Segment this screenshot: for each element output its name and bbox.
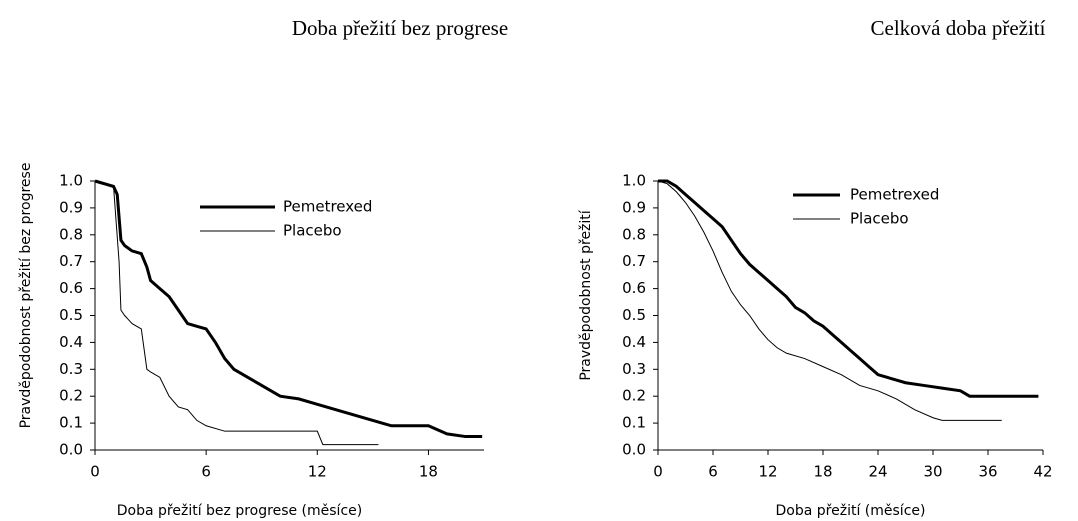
y-tick-label: 0.7 — [622, 252, 646, 270]
y-axis-label: Pravděpodobnost přežití — [578, 209, 594, 380]
y-axis-label: Pravděpodobnost přežití bez progrese — [18, 163, 34, 429]
y-tick-label: 0.8 — [622, 225, 646, 243]
y-tick-label: 0.0 — [59, 441, 83, 459]
x-tick-label: 0 — [653, 463, 663, 481]
y-tick-label: 0.3 — [59, 360, 83, 378]
x-tick-label: 12 — [308, 463, 327, 481]
y-tick-label: 0.0 — [622, 441, 646, 459]
y-tick-label: 0.9 — [59, 198, 83, 216]
series-line — [657, 180, 1002, 421]
y-tick-label: 1.0 — [59, 172, 83, 190]
x-tick-label: 30 — [923, 463, 942, 481]
x-tick-label: 42 — [1033, 463, 1052, 481]
y-tick-label: 0.1 — [59, 414, 83, 432]
x-tick-label: 18 — [813, 463, 832, 481]
x-tick-label: 0 — [90, 463, 100, 481]
legend-label: Pemetrexed — [283, 198, 372, 216]
x-tick-label: 36 — [978, 463, 997, 481]
y-tick-label: 0.4 — [622, 333, 646, 351]
y-tick-label: 0.1 — [622, 414, 646, 432]
y-tick-label: 0.4 — [59, 333, 83, 351]
y-tick-label: 0.6 — [59, 279, 83, 297]
y-tick-label: 0.2 — [59, 387, 83, 405]
y-tick-label: 0.8 — [59, 225, 83, 243]
y-tick-label: 0.6 — [622, 279, 646, 297]
series-line — [94, 180, 379, 446]
x-tick-label: 24 — [868, 463, 887, 481]
y-tick-label: 0.5 — [622, 306, 646, 324]
y-tick-label: 1.0 — [622, 172, 646, 190]
x-tick-label: 12 — [758, 463, 777, 481]
legend-label: Pemetrexed — [850, 186, 939, 204]
series-line — [658, 179, 1039, 398]
y-tick-label: 0.3 — [622, 360, 646, 378]
x-axis-label: Doba přežití bez progrese (měsíce) — [117, 503, 362, 519]
chart-title: Celková doba přežití — [871, 16, 1046, 40]
chart-title: Doba přežití bez progrese — [292, 16, 508, 40]
x-tick-label: 18 — [419, 463, 438, 481]
y-tick-label: 0.2 — [622, 387, 646, 405]
y-tick-label: 0.7 — [59, 252, 83, 270]
legend-label: Placebo — [850, 210, 909, 228]
legend-label: Placebo — [283, 222, 342, 240]
x-tick-label: 6 — [201, 463, 211, 481]
series-line — [94, 179, 483, 439]
y-tick-label: 0.9 — [622, 198, 646, 216]
x-axis-label: Doba přežití (měsíce) — [776, 503, 926, 519]
x-tick-label: 6 — [708, 463, 718, 481]
y-tick-label: 0.5 — [59, 306, 83, 324]
